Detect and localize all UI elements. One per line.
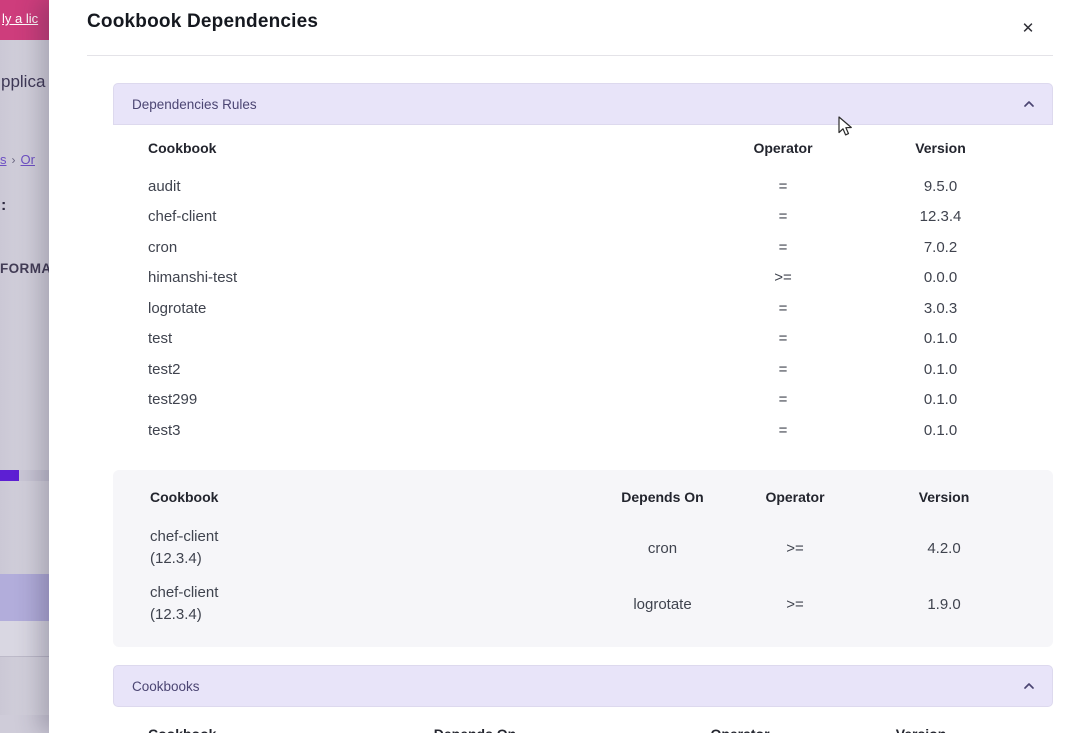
cookbooks-table-header-row: Cookbook Depends On Operator Version	[113, 726, 1053, 733]
version-value: 9.5.0	[923, 177, 958, 195]
operator-value: =	[778, 177, 788, 195]
background-selected-list-item	[0, 574, 49, 621]
dialog-title: Cookbook Dependencies	[87, 11, 319, 32]
version-value: 0.1.0	[923, 330, 958, 348]
column-header-cookbook: Cookbook	[148, 726, 216, 733]
version-value: 12.3.4	[919, 208, 962, 226]
column-header-depends-on: Depends On	[434, 726, 516, 733]
cookbook-name: chef-client (12.3.4)	[113, 582, 570, 626]
column-header-version: Version	[918, 489, 970, 505]
cookbook-name: himanshi-test	[148, 269, 238, 287]
dependencies-rules-section-header[interactable]: Dependencies Rules	[113, 83, 1053, 125]
chevron-up-icon	[1022, 679, 1036, 693]
operator-value: =	[778, 238, 788, 256]
rules-table-header-row: Cookbook Operator Version	[113, 125, 1053, 171]
breadcrumb: s › Or	[0, 152, 35, 167]
column-header-version: Version	[915, 140, 966, 156]
operator-value: >=	[786, 595, 804, 613]
progress-bar-fill	[0, 470, 19, 481]
breadcrumb-link-right[interactable]: Or	[20, 152, 35, 167]
column-header-cookbook: Cookbook	[148, 140, 217, 156]
version-value: 0.1.0	[923, 391, 958, 409]
depends-on-value: logrotate	[633, 595, 692, 613]
cookbook-dependencies-dialog: Cookbook Dependencies ✕ Dependencies Rul…	[49, 0, 1085, 733]
version-value: 7.0.2	[923, 238, 958, 256]
title-divider	[87, 55, 1053, 56]
table-row: test299 = 0.1.0	[113, 385, 1053, 416]
cookbook-version-line: (12.3.4)	[150, 606, 202, 623]
cookbook-name: test3	[148, 421, 181, 439]
depends-on-value: cron	[647, 539, 678, 557]
version-value: 1.9.0	[927, 595, 961, 613]
operator-value: =	[778, 391, 788, 409]
cookbook-name: test	[148, 330, 173, 348]
cookbooks-section-header[interactable]: Cookbooks	[113, 665, 1053, 707]
table-row: test3 = 0.1.0	[113, 415, 1053, 446]
cookbook-name: cron	[148, 238, 178, 256]
table-row: logrotate = 3.0.3	[113, 293, 1053, 324]
chevron-up-icon	[1022, 97, 1036, 111]
license-banner	[0, 0, 49, 40]
cookbook-name-line: chef-client	[150, 528, 219, 545]
close-button[interactable]: ✕	[1017, 17, 1039, 39]
cookbook-name: chef-client	[148, 208, 217, 226]
operator-value: =	[778, 360, 788, 378]
column-header-depends-on: Depends On	[621, 489, 704, 505]
cookbook-name-line: chef-client	[150, 584, 219, 601]
progress-bar	[0, 470, 49, 481]
background-information-label: FORMA	[0, 261, 52, 276]
table-row: cron = 7.0.2	[113, 232, 1053, 263]
cookbook-name: test299	[148, 391, 198, 409]
column-header-operator: Operator	[710, 726, 769, 733]
close-icon: ✕	[1021, 20, 1035, 37]
background-app-title: pplica	[1, 72, 46, 91]
cookbook-name: test2	[148, 360, 181, 378]
table-row: chef-client (12.3.4) logrotate >= 1.9.0	[113, 576, 1053, 632]
cookbook-name: chef-client (12.3.4)	[113, 526, 570, 570]
operator-value: =	[778, 330, 788, 348]
version-value: 3.0.3	[923, 299, 958, 317]
table-row: audit = 9.5.0	[113, 171, 1053, 202]
version-value: 4.2.0	[927, 539, 961, 557]
operator-value: =	[778, 299, 788, 317]
column-header-version: Version	[896, 726, 947, 733]
column-header-operator: Operator	[753, 140, 813, 156]
background-list-item	[0, 621, 49, 657]
table-row: chef-client (12.3.4) cron >= 4.2.0	[113, 520, 1053, 576]
cookbook-name: logrotate	[148, 299, 207, 317]
background-page: ly a lic pplica s › Or : FORMA	[0, 0, 52, 733]
cookbooks-label: Cookbooks	[132, 678, 200, 694]
table-row: himanshi-test >= 0.0.0	[113, 263, 1053, 294]
cookbook-version-line: (12.3.4)	[150, 550, 202, 567]
table-row: test = 0.1.0	[113, 324, 1053, 355]
background-footer-band	[0, 715, 49, 733]
background-heading-fragment: :	[1, 197, 7, 214]
depends-table-header-row: Cookbook Depends On Operator Version	[113, 470, 1053, 520]
operator-value: >=	[774, 269, 792, 287]
operator-value: =	[778, 421, 788, 439]
version-value: 0.1.0	[923, 421, 958, 439]
breadcrumb-link-left[interactable]: s	[0, 152, 7, 167]
dependencies-rules-label: Dependencies Rules	[132, 96, 257, 112]
column-header-cookbook: Cookbook	[150, 489, 219, 505]
depends-on-table: Cookbook Depends On Operator Version che…	[113, 470, 1053, 647]
column-header-operator: Operator	[765, 489, 825, 505]
cookbook-name: audit	[148, 177, 181, 195]
operator-value: >=	[786, 539, 804, 557]
version-value: 0.0.0	[923, 269, 958, 287]
operator-value: =	[778, 208, 788, 226]
table-row: chef-client = 12.3.4	[113, 202, 1053, 233]
version-value: 0.1.0	[923, 360, 958, 378]
table-row: test2 = 0.1.0	[113, 354, 1053, 385]
breadcrumb-separator-icon: ›	[11, 153, 16, 167]
rules-table: Cookbook Operator Version audit = 9.5.0 …	[113, 125, 1053, 446]
license-banner-link[interactable]: ly a lic	[2, 11, 39, 26]
